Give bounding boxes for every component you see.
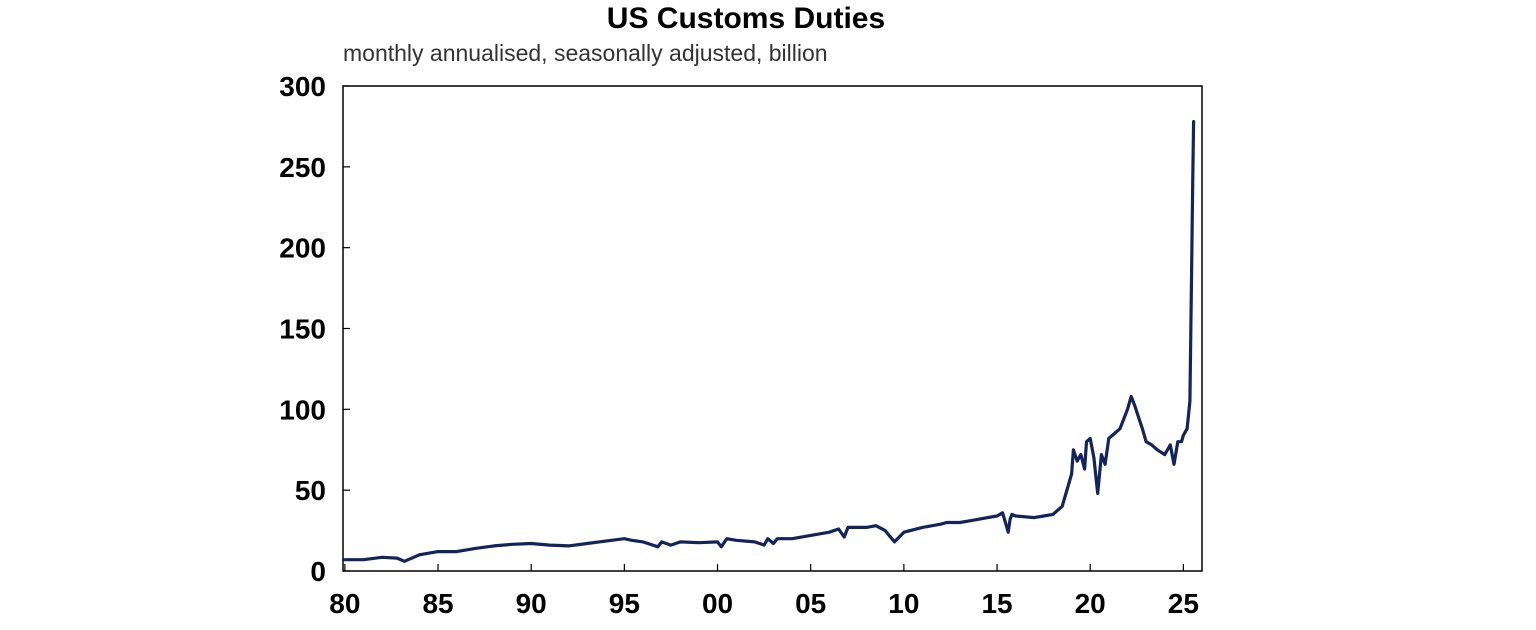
- chart-title: US Customs Duties: [606, 2, 886, 35]
- y-tick-label: 50: [295, 475, 326, 506]
- y-tick-label: 250: [279, 152, 326, 183]
- x-tick-label: 25: [1168, 588, 1199, 619]
- x-tick-label: 00: [702, 588, 733, 619]
- x-tick-label: 80: [329, 588, 360, 619]
- y-tick-label: 200: [279, 233, 326, 264]
- y-tick-label: 150: [279, 314, 326, 345]
- series-line-us-customs-duties: [343, 120, 1196, 563]
- x-tick-label: 05: [795, 588, 826, 619]
- x-tick-label: 95: [609, 588, 640, 619]
- x-tick-label: 85: [422, 588, 453, 619]
- y-tick-label: 0: [310, 556, 326, 587]
- y-axis: 0 50 100 150 200 250 300: [279, 71, 350, 587]
- x-tick-label: 20: [1075, 588, 1106, 619]
- x-axis: 80 85 90 95 00 05 10 15 20 25: [329, 564, 1199, 619]
- x-tick-label: 90: [516, 588, 547, 619]
- plot-frame: [342, 85, 1203, 572]
- y-tick-label: 300: [279, 71, 326, 102]
- chart-subtitle: monthly annualised, seasonally adjusted,…: [343, 40, 828, 66]
- y-tick-label: 100: [279, 394, 326, 425]
- x-tick-label: 15: [981, 588, 1012, 619]
- series-group: [343, 120, 1196, 563]
- x-tick-label: 10: [888, 588, 919, 619]
